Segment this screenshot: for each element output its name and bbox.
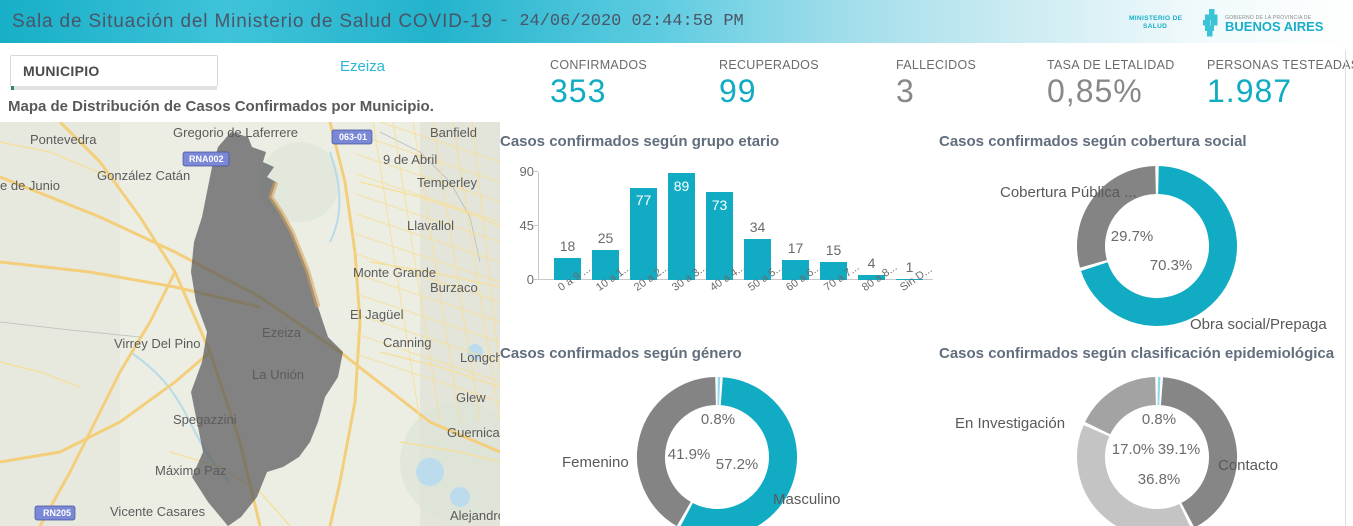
svg-text:Llavallol: Llavallol xyxy=(407,218,454,233)
svg-text:e de Junio: e de Junio xyxy=(0,178,60,193)
svg-text:Canning: Canning xyxy=(383,335,431,350)
svg-text:Femenino: Femenino xyxy=(562,454,629,471)
svg-text:063-01: 063-01 xyxy=(339,132,367,142)
svg-text:57.2%: 57.2% xyxy=(716,456,759,473)
svg-text:0.8%: 0.8% xyxy=(1142,411,1176,428)
svg-text:Gregorio de Laferrere: Gregorio de Laferrere xyxy=(173,125,298,140)
svg-text:Guernica: Guernica xyxy=(447,425,500,440)
svg-text:Cobertura Pública ...: Cobertura Pública ... xyxy=(1000,184,1137,201)
svg-text:0.8%: 0.8% xyxy=(701,411,735,428)
svg-text:70.3%: 70.3% xyxy=(1150,257,1193,274)
svg-text:Spegazzini: Spegazzini xyxy=(173,412,237,427)
svg-text:Contacto: Contacto xyxy=(1218,457,1278,474)
svg-text:RN205: RN205 xyxy=(43,508,71,518)
svg-text:MINISTERIO DE: MINISTERIO DE xyxy=(1129,15,1183,22)
svg-text:Masculino: Masculino xyxy=(773,491,841,508)
svg-text:El Jagüel: El Jagüel xyxy=(350,307,404,322)
svg-text:Temperley: Temperley xyxy=(417,175,477,190)
svg-text:Virrey Del Pino: Virrey Del Pino xyxy=(114,336,200,351)
svg-text:36.8%: 36.8% xyxy=(1138,471,1181,488)
svg-text:Máximo Paz: Máximo Paz xyxy=(155,463,227,478)
svg-text:17.0%: 17.0% xyxy=(1112,441,1155,458)
svg-text:Obra social/Prepaga: Obra social/Prepaga xyxy=(1190,316,1327,333)
svg-text:BUENOS AIRES: BUENOS AIRES xyxy=(1225,19,1324,34)
svg-text:SALUD: SALUD xyxy=(1143,23,1167,30)
svg-text:Banfield: Banfield xyxy=(430,125,477,140)
svg-text:Vicente Casares: Vicente Casares xyxy=(110,504,206,519)
svg-text:RNA002: RNA002 xyxy=(189,154,224,164)
svg-text:Glew: Glew xyxy=(456,390,486,405)
svg-text:Burzaco: Burzaco xyxy=(430,280,478,295)
svg-text:Longch.: Longch. xyxy=(460,350,500,365)
svg-text:La Unión: La Unión xyxy=(252,367,304,382)
svg-text:41.9%: 41.9% xyxy=(668,446,711,463)
svg-text:9 de Abril: 9 de Abril xyxy=(383,152,437,167)
svg-text:29.7%: 29.7% xyxy=(1111,228,1154,245)
svg-text:Alejandro K.: Alejandro K. xyxy=(450,508,500,523)
svg-text:Ezeiza: Ezeiza xyxy=(262,325,302,340)
svg-text:Pontevedra: Pontevedra xyxy=(30,132,97,147)
svg-text:Monte Grande: Monte Grande xyxy=(353,265,436,280)
svg-text:39.1%: 39.1% xyxy=(1158,441,1201,458)
svg-text:En Investigación: En Investigación xyxy=(955,415,1065,432)
svg-text:González Catán: González Catán xyxy=(97,168,190,183)
